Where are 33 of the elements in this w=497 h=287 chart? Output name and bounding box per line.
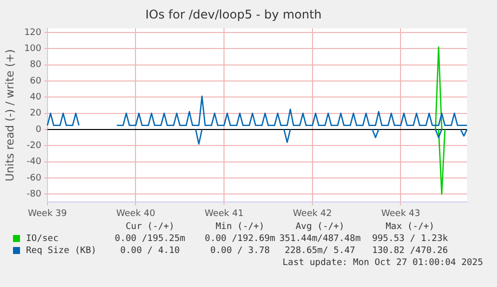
text: Cur (-/+) [126,222,174,232]
y-tick-label: 40 [30,92,42,102]
x-tick-label: Week 43 [381,208,420,219]
text: 351.44m/487.48m [279,234,361,244]
y-tick-label: 60 [30,76,42,86]
y-tick-label: -20 [26,140,42,151]
y-tick-label: 0 [36,124,42,135]
y-tick-label: 20 [30,108,42,119]
y-tick-label: -40 [26,157,42,168]
x-tick-label: Week 40 [116,208,156,219]
text: 0.00 /192.69m [204,234,276,244]
y-tick-label: 120 [24,28,42,38]
y-tick-label: -60 [26,173,42,184]
text: 0.00 /195.25m [114,234,186,244]
y-tick-label: -80 [26,189,42,200]
x-tick-label: Week 41 [204,208,244,219]
y-tick-label: 100 [24,44,42,54]
text: 228.65m/ 5.47 [284,246,356,256]
text: Avg (-/+) [296,222,344,232]
text: 0.00 / 4.10 [120,246,180,256]
text: Max (-/+) [386,222,434,232]
y-tick-label: 80 [30,60,42,70]
y-axis-title: Units read (-) / write (+) [3,49,16,182]
legend-label: Req Size (KB) [25,246,96,256]
text: 130.82 /470.26 [372,246,448,256]
text: 995.53 / 1.23k [372,234,448,244]
text: Min (-/+) [216,222,264,232]
chart-title: IOs for /dev/loop5 - by month [145,7,322,22]
x-tick-label: Week 42 [292,208,332,219]
x-tick-label: Week 39 [28,208,68,219]
text: Last update: Mon Oct 27 01:00:04 2025 [282,258,483,268]
text: 0.00 / 3.78 [210,246,270,256]
legend-label: IO/sec [25,234,59,244]
